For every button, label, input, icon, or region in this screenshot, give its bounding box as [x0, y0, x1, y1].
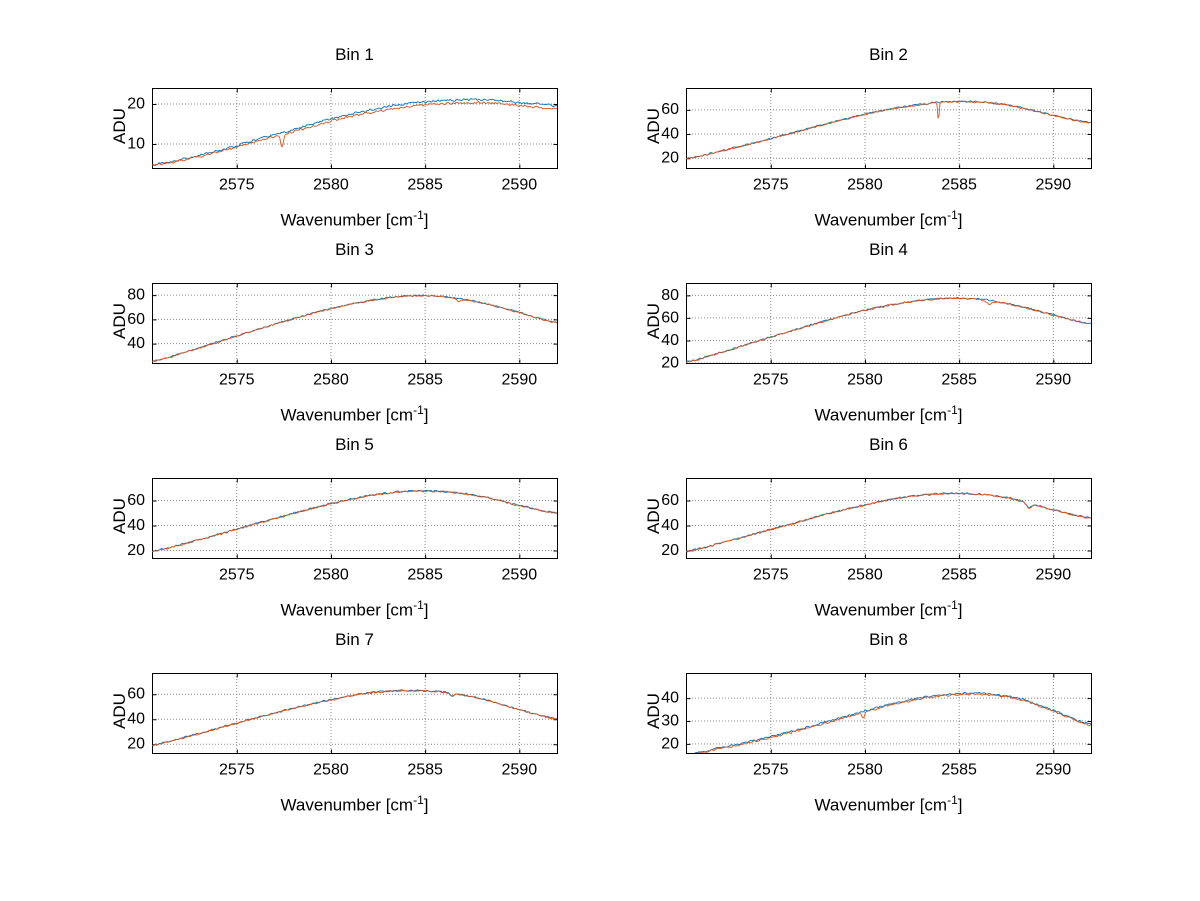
plot-canvas-bin-3 — [100, 271, 560, 401]
chart-title: Bin 6 — [869, 435, 908, 454]
x-axis-label: Wavenumber [cm-1] — [152, 403, 557, 426]
x-axis-label-text: Wavenumber [cm — [280, 795, 414, 815]
plot-canvas-bin-5 — [100, 466, 560, 596]
x-axis-label: Wavenumber [cm-1] — [152, 793, 557, 816]
x-axis-label-close: ] — [423, 600, 429, 620]
x-axis-label-close: ] — [423, 210, 429, 230]
x-axis-label: Wavenumber [cm-1] — [686, 208, 1091, 231]
subplot-bin-8: Bin 8 ADU Wavenumber [cm-1] — [634, 627, 1094, 827]
x-axis-label: Wavenumber [cm-1] — [686, 403, 1091, 426]
x-axis-label-exponent: -1 — [413, 598, 424, 612]
x-axis-label-exponent: -1 — [413, 793, 424, 807]
chart-title: Bin 3 — [335, 240, 374, 259]
x-axis-label-close: ] — [957, 210, 963, 230]
subplot-bin-6: Bin 6 ADU Wavenumber [cm-1] — [634, 432, 1094, 632]
subplot-bin-1: Bin 1 ADU Wavenumber [cm-1] — [100, 42, 560, 242]
x-axis-label-close: ] — [957, 795, 963, 815]
chart-title: Bin 1 — [335, 45, 374, 64]
x-axis-label-exponent: -1 — [413, 403, 424, 417]
x-axis-label-text: Wavenumber [cm — [814, 405, 948, 425]
x-axis-label-text: Wavenumber [cm — [814, 210, 948, 230]
subplot-bin-2: Bin 2 ADU Wavenumber [cm-1] — [634, 42, 1094, 242]
chart-title: Bin 2 — [869, 45, 908, 64]
chart-title: Bin 4 — [869, 240, 908, 259]
plot-canvas-bin-8 — [634, 661, 1094, 791]
subplot-bin-4: Bin 4 ADU Wavenumber [cm-1] — [634, 237, 1094, 437]
x-axis-label: Wavenumber [cm-1] — [686, 793, 1091, 816]
plot-canvas-bin-2 — [634, 76, 1094, 206]
x-axis-label-text: Wavenumber [cm — [280, 600, 414, 620]
x-axis-label-close: ] — [423, 405, 429, 425]
chart-title: Bin 8 — [869, 630, 908, 649]
plot-canvas-bin-1 — [100, 76, 560, 206]
x-axis-label-close: ] — [957, 405, 963, 425]
x-axis-label-exponent: -1 — [947, 793, 958, 807]
plot-canvas-bin-6 — [634, 466, 1094, 596]
x-axis-label-exponent: -1 — [413, 208, 424, 222]
x-axis-label-exponent: -1 — [947, 598, 958, 612]
subplot-bin-5: Bin 5 ADU Wavenumber [cm-1] — [100, 432, 560, 632]
x-axis-label: Wavenumber [cm-1] — [152, 208, 557, 231]
x-axis-label-exponent: -1 — [947, 403, 958, 417]
chart-title: Bin 5 — [335, 435, 374, 454]
x-axis-label: Wavenumber [cm-1] — [686, 598, 1091, 621]
x-axis-label-close: ] — [423, 795, 429, 815]
plot-canvas-bin-4 — [634, 271, 1094, 401]
subplot-bin-3: Bin 3 ADU Wavenumber [cm-1] — [100, 237, 560, 437]
plot-canvas-bin-7 — [100, 661, 560, 791]
x-axis-label-text: Wavenumber [cm — [280, 405, 414, 425]
x-axis-label-exponent: -1 — [947, 208, 958, 222]
chart-title: Bin 7 — [335, 630, 374, 649]
x-axis-label-close: ] — [957, 600, 963, 620]
x-axis-label-text: Wavenumber [cm — [280, 210, 414, 230]
x-axis-label-text: Wavenumber [cm — [814, 795, 948, 815]
x-axis-label: Wavenumber [cm-1] — [152, 598, 557, 621]
x-axis-label-text: Wavenumber [cm — [814, 600, 948, 620]
subplot-bin-7: Bin 7 ADU Wavenumber [cm-1] — [100, 627, 560, 827]
